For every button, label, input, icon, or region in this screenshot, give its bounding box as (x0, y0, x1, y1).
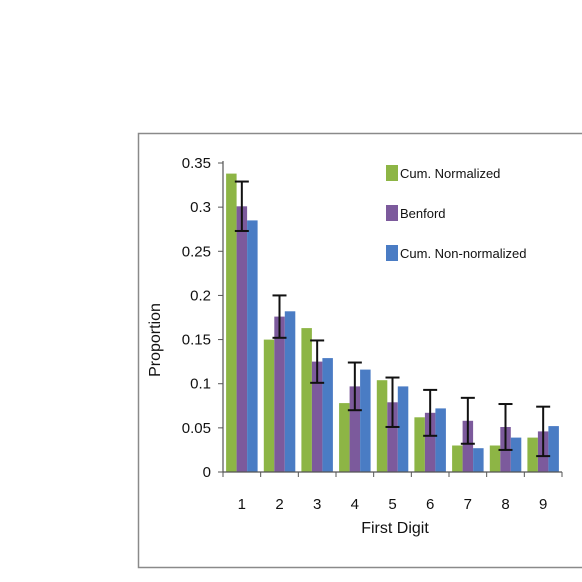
x-axis-title: First Digit (361, 520, 429, 537)
error-bar-4 (347, 361, 362, 412)
bar-5-series-3 (397, 386, 409, 472)
bar-3-series-2 (311, 361, 323, 472)
bar-3-series-3 (322, 358, 333, 472)
chart-frame (137, 132, 582, 569)
bar-1-series-2 (236, 206, 248, 473)
bar-7-series-3 (473, 448, 484, 472)
y-tick-label: 0.35 (182, 155, 211, 172)
bar-6-series-3 (435, 408, 446, 472)
legend-label-2: Benford (400, 206, 446, 221)
y-axis-title: Proportion (147, 303, 164, 377)
error-bar-9 (536, 405, 551, 458)
bar-6-series-2 (424, 412, 436, 472)
bar-8-series-3 (510, 437, 522, 472)
y-tick-label: 0.15 (182, 332, 211, 349)
legend-swatch-3 (386, 245, 398, 261)
bar-3-series-1 (301, 328, 312, 472)
bar-9-series-3 (548, 426, 559, 472)
x-tick-label: 8 (501, 496, 509, 513)
bar-2-series-1 (263, 339, 275, 472)
legend-swatch-1 (386, 165, 398, 181)
y-tick-label: 0.1 (190, 376, 211, 393)
x-tick-label: 3 (313, 496, 321, 513)
y-tick-label: 0.25 (182, 243, 211, 260)
error-bar-8 (498, 403, 513, 451)
x-tick-label: 7 (464, 496, 472, 513)
bar-4-series-3 (360, 369, 371, 472)
bar-1-series-1 (226, 173, 237, 472)
legend-label-3: Cum. Non-normalized (400, 246, 526, 261)
bar-7-series-1 (452, 445, 463, 472)
x-tick-label: 4 (351, 496, 359, 513)
bar-1-series-3 (247, 220, 258, 472)
y-tick-label: 0 (203, 464, 211, 481)
bar-4-series-1 (339, 403, 350, 472)
x-tick-label: 2 (275, 496, 283, 513)
error-bar-7 (460, 396, 475, 445)
x-tick-label: 6 (426, 496, 434, 513)
legend-label-1: Cum. Normalized (400, 166, 500, 181)
x-tick-label: 5 (388, 496, 396, 513)
legend-swatch-2 (386, 205, 398, 221)
bar-8-series-1 (489, 445, 501, 472)
error-bar-1 (234, 180, 249, 232)
plot-area: 0 0.05 0.1 0.15 0.2 0.25 0.3 0.35 1 2 3 4 5 6 7 8 9 (182, 155, 563, 513)
legend: Cum. Normalized Benford Cum. Non-normalize… (386, 165, 526, 261)
bar-7-series-2 (462, 420, 474, 472)
y-tick-label: 0.2 (190, 287, 211, 304)
bar-2-series-2 (274, 316, 285, 472)
x-tick-label: 1 (238, 496, 246, 513)
bar-6-series-1 (414, 417, 425, 472)
error-bar-2 (272, 294, 287, 339)
bar-5-series-2 (387, 402, 398, 472)
x-tick-label: 9 (539, 496, 547, 513)
error-bar-3 (310, 339, 325, 384)
y-tick-label: 0.05 (182, 420, 211, 437)
bar-4-series-2 (349, 386, 361, 472)
error-bar-5 (385, 376, 400, 428)
error-bar-6 (423, 388, 438, 437)
bar-5-series-1 (376, 380, 388, 472)
bar-2-series-3 (284, 311, 296, 472)
bar-9-series-1 (527, 437, 538, 472)
y-tick-label: 0.3 (190, 199, 211, 216)
